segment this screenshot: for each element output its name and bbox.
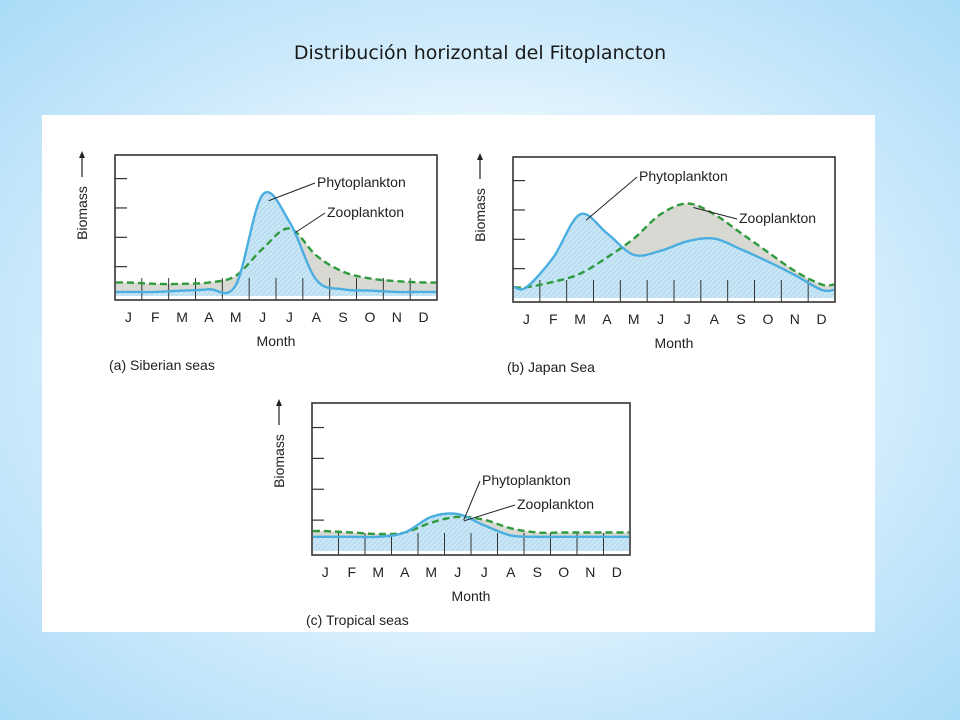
x-tick-label: J <box>259 309 266 325</box>
figure-panel: J F M A M J J A S O N D Month Biomass (a) Siberian sea… <box>42 115 875 632</box>
zooplankton-leader-line <box>693 207 738 220</box>
x-tick-label: A <box>710 311 720 327</box>
x-tick-label: M <box>372 564 384 580</box>
x-tick-label: J <box>657 311 664 327</box>
x-tick-label: M <box>176 309 188 325</box>
x-tick-label: F <box>151 309 160 325</box>
zooplankton-line <box>513 202 835 289</box>
x-tick-label: S <box>533 564 542 580</box>
zooplankton-leader-line <box>295 212 326 233</box>
chart-caption: (b) Japan Sea <box>507 359 595 375</box>
x-tick-label: D <box>817 311 827 327</box>
phytoplankton-area <box>514 213 834 298</box>
x-tick-label: N <box>585 564 595 580</box>
phytoplankton-leader-line <box>268 182 316 202</box>
phytoplankton-leader-line <box>585 176 638 221</box>
x-tick-label: A <box>506 564 516 580</box>
x-tick-label: A <box>602 311 612 327</box>
y-axis-label: Biomass <box>472 188 488 242</box>
series-label-phytoplankton: Phytoplankton <box>639 168 728 184</box>
x-tick-label: N <box>790 311 800 327</box>
x-tick-label: O <box>762 311 773 327</box>
chart-caption: (a) Siberian seas <box>109 357 215 373</box>
x-tick-label: J <box>454 564 461 580</box>
x-tick-label: S <box>736 311 745 327</box>
chart-caption: (c) Tropical seas <box>306 612 409 628</box>
x-axis-label: Month <box>257 333 296 349</box>
x-tick-label: A <box>400 564 410 580</box>
x-tick-label: D <box>419 309 429 325</box>
x-tick-label: J <box>523 311 530 327</box>
series-label-zooplankton: Zooplankton <box>327 204 404 220</box>
zooplankton-line <box>115 227 437 286</box>
series-label-zooplankton: Zooplankton <box>739 210 816 226</box>
x-tick-label: F <box>549 311 558 327</box>
zooplankton-leader-line <box>463 504 516 522</box>
x-tick-label: F <box>347 564 356 580</box>
series-label-phytoplankton: Phytoplankton <box>317 174 406 190</box>
y-axis-arrowhead <box>79 151 85 158</box>
y-axis-arrowhead <box>477 153 483 160</box>
x-tick-label: S <box>338 309 347 325</box>
x-tick-label: J <box>684 311 691 327</box>
x-tick-label: D <box>612 564 622 580</box>
x-tick-label: M <box>628 311 640 327</box>
phytoplankton-area <box>116 192 436 296</box>
phytoplankton-line <box>513 212 835 293</box>
y-axis-label: Biomass <box>74 186 90 240</box>
x-axis-label: Month <box>452 588 491 604</box>
series-label-phytoplankton: Phytoplankton <box>482 472 571 488</box>
slide-title: Distribución horizontal del Fitoplancton <box>293 42 667 64</box>
y-axis-arrowhead <box>276 399 282 406</box>
phytoplankton-leader-line <box>463 480 481 521</box>
x-tick-label: M <box>574 311 586 327</box>
x-tick-label: M <box>425 564 437 580</box>
x-axis-label: Month <box>655 335 694 351</box>
x-tick-label: A <box>312 309 322 325</box>
series-label-zooplankton: Zooplankton <box>517 496 594 512</box>
x-tick-label: J <box>125 309 132 325</box>
x-tick-label: O <box>364 309 375 325</box>
x-tick-label: N <box>392 309 402 325</box>
phytoplankton-line <box>115 191 436 295</box>
zooplankton-line <box>312 515 629 536</box>
x-tick-label: M <box>230 309 242 325</box>
x-tick-label: A <box>204 309 214 325</box>
x-tick-label: O <box>558 564 569 580</box>
y-axis-label: Biomass <box>271 434 287 488</box>
x-tick-label: J <box>286 309 293 325</box>
x-tick-label: J <box>481 564 488 580</box>
x-tick-label: J <box>322 564 329 580</box>
